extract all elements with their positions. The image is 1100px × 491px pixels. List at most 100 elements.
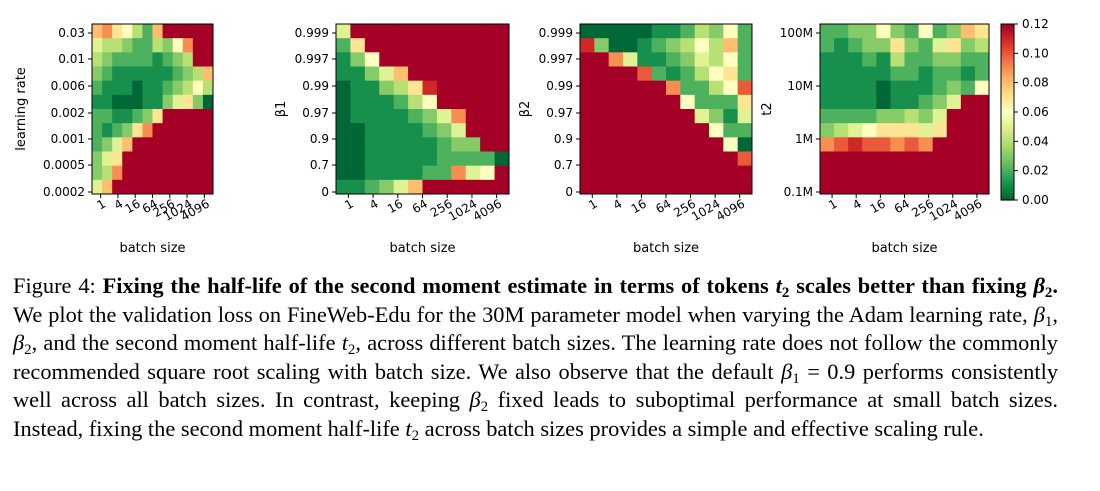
heatmap-cell — [162, 137, 174, 152]
colorbar-segment — [1001, 28, 1014, 32]
colorbar-segment — [1001, 74, 1014, 78]
heatmap-cell — [350, 38, 366, 53]
colorbar-tick-label: 0.00 — [1022, 193, 1049, 207]
heatmap-cell — [876, 123, 891, 138]
heatmap-cell — [737, 80, 753, 96]
y-tick-label: 0.1M — [784, 185, 813, 199]
heatmap-cell — [142, 94, 153, 110]
heatmap-cell — [651, 52, 667, 67]
colorbar-segment — [1001, 87, 1014, 91]
heatmap-cell — [451, 123, 467, 138]
colorbar-segment — [1001, 149, 1014, 153]
colorbar-segment — [1001, 90, 1014, 93]
colorbar-segment — [1001, 101, 1014, 104]
heatmap-cell — [393, 165, 409, 181]
heatmap-cell — [974, 38, 990, 53]
heatmap-cell — [680, 123, 696, 138]
heatmap-cell — [848, 151, 863, 167]
heatmap-cell — [834, 52, 849, 67]
heatmap-cell — [862, 80, 877, 96]
heatmap-cell — [192, 38, 204, 53]
heatmap-cell — [623, 151, 638, 167]
heatmap-cell — [364, 109, 380, 124]
heatmap-cell — [694, 80, 710, 96]
heatmap-cell — [694, 52, 710, 67]
heatmap-cell — [723, 179, 739, 195]
heatmap-cell — [408, 151, 423, 167]
heatmap-cell — [862, 123, 877, 138]
heatmap-cell — [182, 24, 194, 39]
heatmap-cell — [960, 151, 976, 167]
colorbar-segment — [1001, 98, 1014, 102]
heatmap-cell — [336, 94, 351, 110]
heatmap-cell — [408, 52, 423, 67]
heatmap-cell — [974, 123, 990, 138]
colorbar-segment — [1001, 134, 1014, 137]
heatmap-cell — [890, 66, 905, 82]
heatmap-cell — [848, 24, 863, 39]
y-tick-label: 0 — [565, 185, 573, 199]
heatmap-cell — [680, 151, 696, 167]
y-tick-label: 0.99 — [302, 79, 329, 93]
heatmap-cell — [379, 24, 395, 39]
heatmap-cell — [202, 38, 214, 53]
heatmap-cell — [608, 80, 624, 96]
x-tick-label: 1 — [95, 196, 109, 212]
heatmap-cell — [465, 165, 481, 181]
heatmap-cell — [623, 109, 638, 124]
heatmap-cell — [172, 24, 184, 39]
x-tick-label: 1 — [826, 196, 840, 212]
heatmap-cell — [92, 109, 103, 124]
heatmap-cell — [202, 151, 214, 167]
heatmap-cell — [876, 38, 891, 53]
x-tick-label: 16 — [385, 196, 405, 216]
heatmap-cell — [364, 38, 380, 53]
heatmap-cell — [651, 94, 667, 110]
heatmap-cell — [960, 179, 976, 195]
colorbar-segment — [1001, 70, 1014, 73]
colorbar-segment — [1001, 81, 1014, 84]
heatmap-cell — [904, 38, 919, 53]
heatmap-cell — [202, 94, 214, 110]
heatmap-cell — [709, 80, 724, 96]
heatmap-cell — [637, 38, 653, 53]
colorbar-segment — [1001, 24, 1014, 27]
heatmap-cell — [946, 80, 962, 96]
x-tick-label: 4096 — [714, 196, 747, 223]
heatmap-cell — [974, 24, 990, 39]
heatmap-cell — [723, 109, 739, 124]
x-tick-label: 1 — [586, 196, 600, 212]
heatmap-cell — [848, 137, 863, 152]
heatmap-cell — [494, 38, 510, 53]
colorbar-segment — [1001, 61, 1014, 65]
heatmap-cell — [393, 151, 409, 167]
heatmap-cell — [848, 94, 863, 110]
heatmap-cell — [737, 66, 753, 82]
heatmap-cell — [680, 94, 696, 110]
heatmap-cell — [494, 151, 510, 167]
colorbar-segment — [1001, 96, 1014, 100]
heatmap-cell — [890, 109, 905, 124]
heatmap-cell — [364, 94, 380, 110]
heatmap-cell — [890, 24, 905, 39]
heatmap-cell — [112, 151, 123, 167]
heatmap-cell — [494, 66, 510, 82]
heatmap-cell — [336, 165, 351, 181]
heatmap-cell — [608, 165, 624, 181]
heatmap-cell — [364, 137, 380, 152]
heatmap-cell — [102, 179, 113, 195]
heatmap-cell — [834, 151, 849, 167]
heatmap-cell — [680, 38, 696, 53]
heatmap-cell — [480, 94, 495, 110]
heatmap-cell — [820, 94, 835, 110]
heatmap-cell — [192, 66, 204, 82]
heatmap-cell — [651, 137, 667, 152]
heatmap-cell — [862, 52, 877, 67]
heatmap-cell — [408, 137, 423, 152]
heatmap-cell — [623, 66, 638, 82]
heatmap-cell — [637, 123, 653, 138]
heatmap-cell — [112, 165, 123, 181]
colorbar-segment — [1001, 197, 1014, 201]
heatmap-cell — [974, 137, 990, 152]
